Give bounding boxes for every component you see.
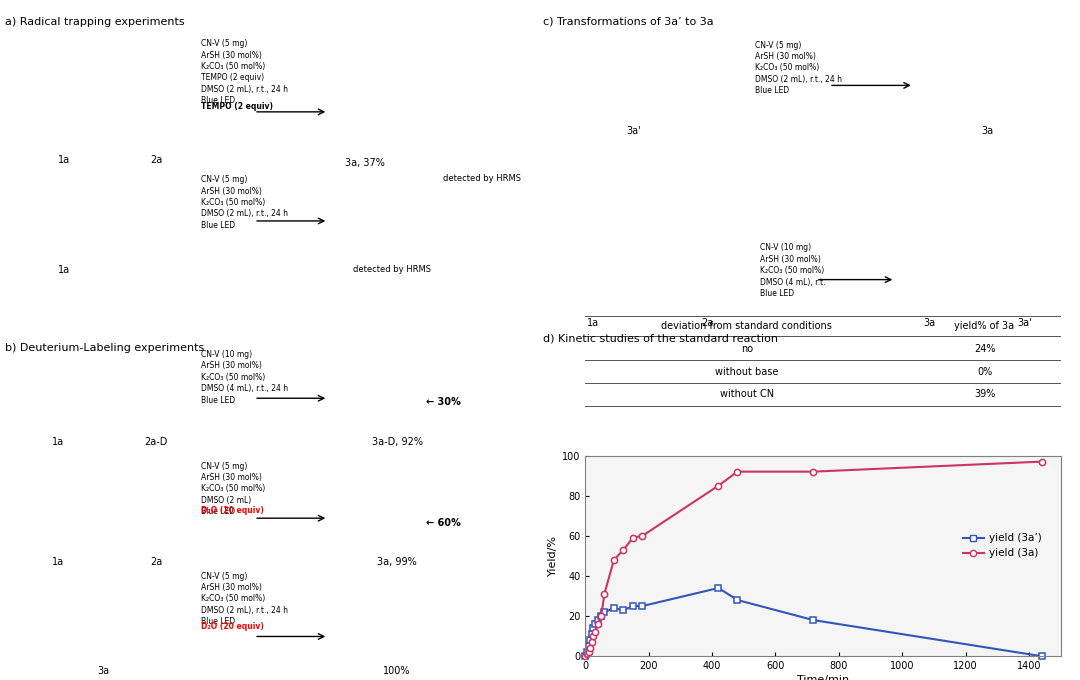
Text: 3a: 3a: [923, 318, 935, 328]
Legend: yield (3a’), yield (3a): yield (3a’), yield (3a): [959, 529, 1045, 562]
Text: CN-V (10 mg)
ArSH (30 mol%)
K₂CO₃ (50 mol%)
DMSO (4 mL), r.t., 24 h
Blue LED: CN-V (10 mg) ArSH (30 mol%) K₂CO₃ (50 mo…: [201, 350, 288, 405]
Text: CN-V (5 mg)
ArSH (30 mol%)
K₂CO₃ (50 mol%)
TEMPO (2 equiv)
DMSO (2 mL), r.t., 24: CN-V (5 mg) ArSH (30 mol%) K₂CO₃ (50 mol…: [201, 39, 288, 105]
Text: 2a: 2a: [150, 154, 162, 165]
Text: TEMPO (2 equiv): TEMPO (2 equiv): [201, 103, 273, 112]
Y-axis label: Yield/%: Yield/%: [548, 535, 558, 577]
Text: 3a': 3a': [1017, 318, 1032, 328]
Text: 0%: 0%: [977, 367, 993, 377]
Text: without base: without base: [715, 367, 779, 377]
Text: 1a: 1a: [588, 318, 599, 328]
Text: deviation from standard conditions: deviation from standard conditions: [661, 321, 833, 331]
Text: 2a-D: 2a-D: [145, 437, 167, 447]
Text: CN-V (5 mg)
ArSH (30 mol%)
K₂CO₃ (50 mol%)
DMSO (2 mL)
Blue LED: CN-V (5 mg) ArSH (30 mol%) K₂CO₃ (50 mol…: [201, 462, 266, 516]
Text: detected by HRMS: detected by HRMS: [353, 265, 431, 274]
Text: 3a': 3a': [626, 126, 640, 136]
Text: no: no: [741, 344, 753, 354]
Text: d) Kinetic studies of the standard reaction: d) Kinetic studies of the standard react…: [543, 333, 779, 343]
Text: yield% of 3a: yield% of 3a: [955, 321, 1014, 331]
Text: 3a: 3a: [97, 666, 109, 677]
Text: 2a: 2a: [701, 318, 714, 328]
X-axis label: Time/min: Time/min: [797, 675, 849, 680]
Text: b) Deuterium-Labeling experiments: b) Deuterium-Labeling experiments: [5, 343, 204, 354]
Text: 3a, 37%: 3a, 37%: [346, 158, 386, 168]
Text: 1a: 1a: [52, 437, 65, 447]
Text: 100%: 100%: [383, 666, 410, 677]
Text: 3a, 99%: 3a, 99%: [377, 556, 417, 566]
Text: D₂O (20 equiv): D₂O (20 equiv): [201, 622, 265, 632]
Text: CN-V (10 mg)
ArSH (30 mol%)
K₂CO₃ (50 mol%)
DMSO (4 mL), r.t.
Blue LED: CN-V (10 mg) ArSH (30 mol%) K₂CO₃ (50 mo…: [760, 243, 826, 299]
Text: without CN: without CN: [720, 390, 774, 399]
Text: D₂O (20 equiv): D₂O (20 equiv): [201, 506, 265, 515]
Text: 1a: 1a: [52, 556, 65, 566]
Text: ← 60%: ← 60%: [427, 518, 461, 528]
Text: CN-V (5 mg)
ArSH (30 mol%)
K₂CO₃ (50 mol%)
DMSO (2 mL), r.t., 24 h
Blue LED: CN-V (5 mg) ArSH (30 mol%) K₂CO₃ (50 mol…: [201, 175, 288, 230]
Text: a) Radical trapping experiments: a) Radical trapping experiments: [5, 17, 185, 27]
Text: 24%: 24%: [974, 344, 996, 354]
Text: 39%: 39%: [974, 390, 995, 399]
Text: detected by HRMS: detected by HRMS: [443, 173, 521, 182]
Text: 2a: 2a: [150, 556, 162, 566]
Text: 3a: 3a: [982, 126, 994, 136]
Text: CN-V (5 mg)
ArSH (30 mol%)
K₂CO₃ (50 mol%)
DMSO (2 mL), r.t., 24 h
Blue LED: CN-V (5 mg) ArSH (30 mol%) K₂CO₃ (50 mol…: [201, 571, 288, 626]
Text: 3a-D, 92%: 3a-D, 92%: [372, 437, 422, 447]
Text: ← 30%: ← 30%: [427, 396, 461, 407]
Text: 1a: 1a: [57, 265, 70, 275]
Text: CN-V (5 mg)
ArSH (30 mol%)
K₂CO₃ (50 mol%)
DMSO (2 mL), r.t., 24 h
Blue LED: CN-V (5 mg) ArSH (30 mol%) K₂CO₃ (50 mol…: [755, 41, 842, 95]
Text: 1a: 1a: [57, 154, 70, 165]
Text: c) Transformations of 3a’ to 3a: c) Transformations of 3a’ to 3a: [543, 17, 714, 27]
